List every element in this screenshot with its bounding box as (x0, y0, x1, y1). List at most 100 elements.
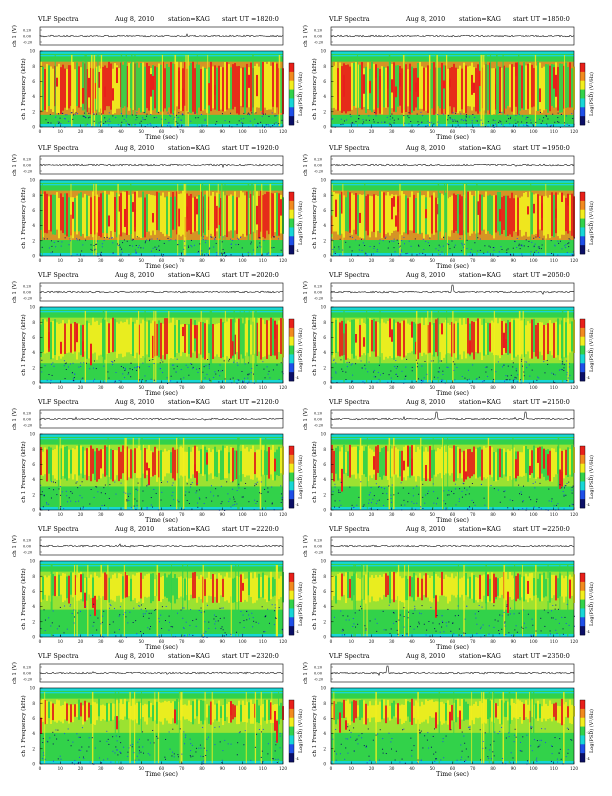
spectrogram-speckle (190, 756, 192, 758)
spectrogram-column (473, 575, 475, 603)
spectrogram-speckle (79, 484, 81, 486)
spectrogram-column (493, 452, 495, 481)
spectrogram-column (276, 704, 278, 720)
spectrogram-speckle (276, 364, 278, 366)
spectrogram-speckle (447, 119, 449, 121)
spectrogram-speckle (76, 481, 78, 483)
spectrogram-column (102, 192, 104, 233)
spectrogram-speckle (411, 755, 413, 757)
spectrogram-speckle (536, 760, 538, 762)
spectrogram-speckle (458, 498, 460, 500)
spectrogram-speckle (342, 629, 344, 631)
spectrogram-hotspot (479, 70, 481, 87)
spectrogram-column (571, 321, 573, 352)
waveform-tick-label: 0.00 (314, 545, 323, 549)
spectrogram-column (160, 450, 162, 482)
spectrogram-speckle (357, 623, 359, 625)
spectrogram-speckle (539, 236, 541, 238)
spectrogram-column (443, 322, 445, 358)
spectrogram-column (62, 445, 64, 477)
spectrogram-speckle (122, 613, 124, 615)
spectrogram-speckle (515, 114, 517, 116)
spectrogram-speckle (335, 728, 337, 730)
spectrogram-speckle (457, 605, 459, 607)
spectrogram-hotspot (425, 209, 427, 219)
spectrogram-speckle (536, 379, 538, 381)
spectrogram-speckle (125, 492, 127, 494)
spectrogram-column (341, 702, 343, 718)
spectrogram-column (349, 703, 351, 725)
spectrogram-speckle (266, 366, 268, 368)
x-tick-label: 70 (470, 129, 476, 134)
spectrogram-speckle (43, 754, 45, 756)
spectrogram-speckle (401, 758, 403, 760)
spectrogram-column (505, 67, 507, 109)
spectrogram-column (385, 323, 387, 357)
spectrogram-column (260, 317, 262, 360)
spectrogram-column (64, 446, 66, 479)
spectrogram-speckle (357, 743, 359, 745)
spectrogram-column (467, 449, 469, 477)
spectrogram-speckle (229, 121, 231, 123)
spectrogram-speckle (145, 380, 147, 382)
spectrogram-speckle (238, 239, 240, 241)
spectrogram-hotspot (529, 465, 531, 475)
spectrogram-speckle (62, 112, 64, 114)
spectrogram-speckle (221, 241, 223, 243)
spectrogram-column (439, 192, 441, 232)
y-tick-label: 10 (30, 559, 36, 564)
spectrogram-speckle (463, 632, 465, 634)
spectrogram-speckle (72, 362, 74, 364)
spectrogram-column (481, 194, 483, 231)
spectrogram-speckle (362, 381, 364, 383)
spectrogram-speckle (147, 627, 149, 629)
spectrogram-speckle (168, 122, 170, 124)
spectrogram-speckle (157, 737, 159, 739)
spectrogram-speckle (423, 377, 425, 379)
panel-date: Aug 8, 2010 (405, 144, 445, 152)
spectrogram-column (206, 577, 208, 603)
spectrogram-speckle (257, 246, 259, 248)
spectrogram-column (92, 577, 94, 602)
spectrogram-column (182, 704, 184, 717)
spectrogram-speckle (120, 752, 122, 754)
spectrogram-column (92, 317, 94, 354)
spectrogram-speckle (381, 121, 383, 123)
spectrogram-hotspot (397, 199, 399, 212)
spectrogram-speckle (445, 735, 447, 737)
spectrogram-panel-3: VLF Spectra Aug 8, 2010 station=KAG start U… (11, 144, 304, 270)
spectrogram-speckle (252, 249, 254, 251)
waveform-tick-label: -0.20 (314, 678, 324, 682)
spectrogram-speckle (166, 377, 168, 379)
spectrogram-speckle (70, 112, 72, 114)
spectrogram-speckle (127, 123, 129, 125)
spectrogram-speckle (551, 372, 553, 374)
spectrogram-speckle (128, 254, 130, 256)
colorbar-label: Log(PSD) (V²/Hz) (588, 582, 595, 626)
spectrogram-speckle (516, 631, 518, 633)
spectrogram-speckle (487, 375, 489, 377)
spectrogram-hotspot (126, 575, 128, 598)
spectrogram-column (489, 700, 491, 718)
spectrogram-speckle (501, 248, 503, 250)
spectrogram-speckle (237, 379, 239, 381)
spectrogram-column (62, 705, 64, 724)
spectrogram-speckle (504, 625, 506, 627)
spectrogram-column (44, 69, 46, 111)
x-tick-label: 60 (450, 512, 456, 517)
spectrogram-column (122, 704, 124, 720)
spectrogram-speckle (72, 118, 74, 120)
spectrogram-speckle (530, 727, 532, 729)
spectrogram-column (343, 195, 345, 238)
spectrogram-column (242, 444, 244, 475)
spectrogram-hotspot (343, 74, 345, 97)
spectrogram-speckle (530, 122, 532, 124)
spectrogram-speckle (435, 758, 437, 760)
spectrogram-speckle (108, 497, 110, 499)
colorbar-frame (288, 445, 295, 509)
spectrogram-column (457, 194, 459, 234)
spectrogram-speckle (554, 245, 556, 247)
spectrogram-column (112, 317, 114, 353)
spectrogram-speckle (404, 243, 406, 245)
spectrogram-speckle (412, 612, 414, 614)
